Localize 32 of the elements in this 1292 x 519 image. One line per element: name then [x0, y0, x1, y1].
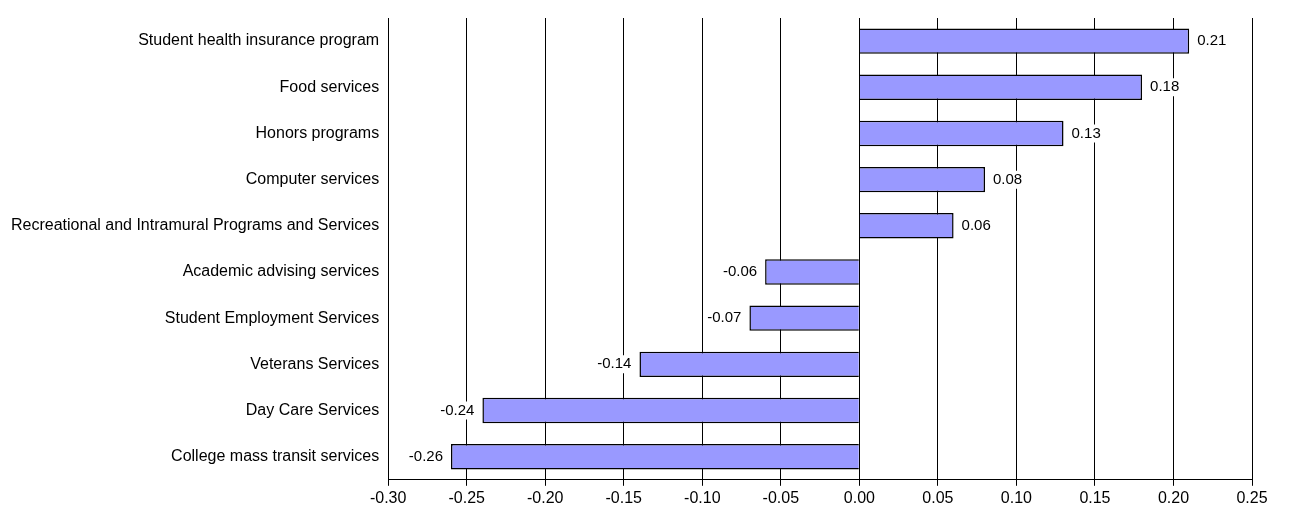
x-tick-label: -0.05	[762, 488, 800, 506]
data-label: -0.24	[440, 400, 475, 418]
x-tick-label: 0.10	[1000, 488, 1033, 506]
x-tick-label: 0.15	[1079, 488, 1111, 506]
x-tick-label: 0.20	[1157, 488, 1190, 506]
data-label: -0.07	[707, 308, 742, 326]
y-tick-label: Student Employment Services	[164, 308, 380, 326]
x-tick-label: -0.15	[605, 488, 643, 506]
y-tick-label: College mass transit services	[171, 447, 380, 465]
data-label: -0.14	[597, 354, 632, 372]
y-tick-label: Veterans Services	[250, 354, 380, 372]
data-label: -0.06	[722, 262, 758, 280]
data-label: 0.18	[1150, 77, 1180, 95]
x-tick-label: -0.20	[527, 488, 564, 506]
x-tick-label: 0.00	[843, 488, 876, 506]
x-tick-label: 0.25	[1236, 488, 1268, 506]
y-tick-label: Honors programs	[255, 123, 380, 141]
y-tick-label: Student health insurance program	[138, 31, 380, 49]
y-tick-label: Academic advising services	[182, 262, 380, 280]
data-label: 0.08	[993, 169, 1023, 187]
x-tick-label: -0.30	[369, 488, 407, 506]
y-tick-label: Computer services	[245, 170, 380, 188]
y-tick-label: Day Care Services	[245, 400, 380, 418]
data-label: 0.06	[961, 215, 991, 233]
y-tick-label: Food services	[279, 77, 380, 95]
x-tick-label: -0.25	[448, 488, 486, 506]
data-label: 0.21	[1197, 31, 1227, 49]
y-tick-label: Recreational and Intramural Programs and Services	[11, 216, 380, 234]
data-label: 0.13	[1071, 123, 1101, 141]
x-tick-label: 0.05	[922, 488, 954, 506]
data-label: -0.26	[408, 446, 443, 464]
x-tick-label: -0.10	[684, 488, 721, 506]
